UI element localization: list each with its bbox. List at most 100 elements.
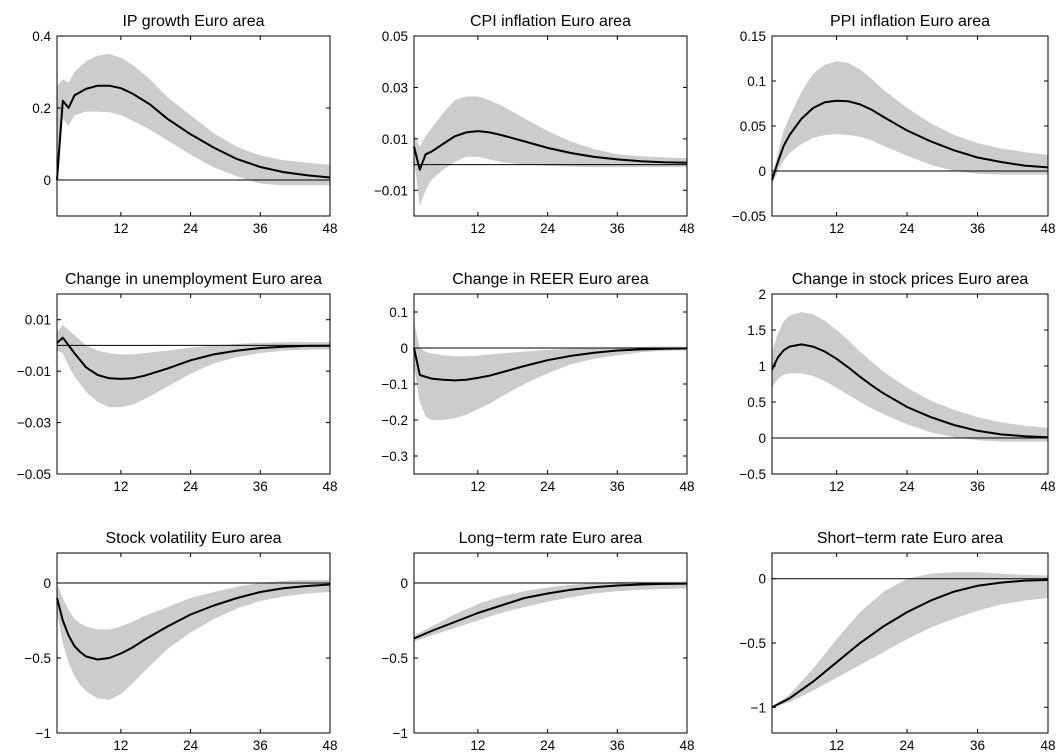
axes-frame xyxy=(771,293,1049,475)
y-tick-label: 0 xyxy=(43,576,51,591)
y-tick-label: 0.2 xyxy=(32,101,51,116)
y-tick-label: −0.01 xyxy=(17,364,51,379)
x-tick-label: 12 xyxy=(113,221,128,236)
y-tick-label: −1 xyxy=(751,700,766,715)
axes-frame xyxy=(56,552,331,734)
median-response-line xyxy=(771,99,1049,181)
x-tick-label: 36 xyxy=(970,738,985,753)
x-tick-label: 12 xyxy=(470,221,485,236)
y-tick-label: 0.1 xyxy=(389,305,408,320)
y-tick-label: −0.5 xyxy=(739,467,766,482)
panel-title: CPI inflation Euro area xyxy=(470,13,631,30)
panel-title: Change in stock prices Euro area xyxy=(792,271,1029,288)
y-tick-label: −0.03 xyxy=(17,416,51,431)
axes-frame xyxy=(56,293,331,475)
y-tick-label: 0.01 xyxy=(25,313,51,328)
panel-title: Change in REER Euro area xyxy=(452,271,649,288)
y-tick-label: 0 xyxy=(43,173,51,188)
x-tick-label: 48 xyxy=(679,221,694,236)
median-response-line xyxy=(56,583,331,661)
x-tick-label: 36 xyxy=(253,479,268,494)
y-tick-label: −0.05 xyxy=(732,209,766,224)
median-response-line xyxy=(413,582,688,640)
y-tick-label: −0.5 xyxy=(739,636,766,651)
x-tick-label: 48 xyxy=(679,738,694,753)
y-tick-label: 0.15 xyxy=(740,29,766,44)
median-response-line xyxy=(771,579,1049,709)
axes-frame xyxy=(413,552,688,734)
x-tick-label: 36 xyxy=(610,479,625,494)
panel-6: 12 24 36 48 −0.5 0 0.5 1 1.5 2 Change in stock pri… xyxy=(739,271,1055,494)
y-tick-label: 0 xyxy=(400,341,408,356)
x-tick-label: 48 xyxy=(679,479,694,494)
panel-1: 12 24 36 48 0 0.2 0.4 IP growth Euro area xyxy=(32,13,337,236)
x-tick-label: 12 xyxy=(470,738,485,753)
y-tick-label: 0 xyxy=(758,572,766,587)
x-tick-label: 24 xyxy=(900,221,916,236)
panel-title: Change in unemployment Euro area xyxy=(65,271,322,288)
panel-5: 12 24 36 48 −0.3 −0.2 −0.1 0 0.1 Change in REER E… xyxy=(381,271,694,494)
x-tick-label: 24 xyxy=(183,221,199,236)
confidence-band xyxy=(414,581,687,642)
panel-7: 12 24 36 48 −1 −0.5 0 Stock volatility Euro are… xyxy=(24,530,337,753)
axes-frame xyxy=(413,35,688,217)
x-tick-label: 36 xyxy=(253,738,268,753)
median-response-line xyxy=(413,347,688,382)
x-tick-label: 24 xyxy=(900,738,916,753)
x-tick-label: 24 xyxy=(540,479,556,494)
y-tick-label: −1 xyxy=(393,726,408,741)
axes-frame xyxy=(56,35,331,217)
y-tick-label: −1 xyxy=(36,726,51,741)
x-tick-label: 36 xyxy=(253,221,268,236)
panel-title: Short−term rate Euro area xyxy=(817,530,1003,547)
confidence-band xyxy=(772,312,1048,442)
y-tick-label: −0.1 xyxy=(381,377,408,392)
y-tick-label: 0.03 xyxy=(382,80,408,95)
confidence-band xyxy=(57,324,330,408)
x-tick-label: 24 xyxy=(540,221,556,236)
y-tick-label: −0.2 xyxy=(381,413,408,428)
y-tick-label: 0 xyxy=(400,576,408,591)
y-tick-label: 0 xyxy=(758,164,766,179)
y-tick-label: 0.1 xyxy=(747,74,766,89)
panel-title: PPI inflation Euro area xyxy=(830,13,990,30)
x-tick-label: 12 xyxy=(829,738,844,753)
x-tick-label: 36 xyxy=(610,738,625,753)
panel-4: 12 24 36 48 −0.05 −0.03 −0.01 0.01 Change in une… xyxy=(17,271,338,494)
confidence-band xyxy=(414,96,687,206)
y-tick-label: −0.3 xyxy=(381,449,408,464)
x-tick-label: 24 xyxy=(540,738,556,753)
median-response-line xyxy=(56,336,331,380)
x-tick-label: 36 xyxy=(610,221,625,236)
y-tick-label: −0.5 xyxy=(24,651,51,666)
y-tick-label: 0 xyxy=(758,431,766,446)
y-tick-label: −0.5 xyxy=(381,651,408,666)
x-tick-label: 12 xyxy=(829,221,844,236)
panel-3: 12 24 36 48 −0.05 0 0.05 0.1 0.15 PPI inflation E… xyxy=(732,13,1056,236)
x-tick-label: 48 xyxy=(1040,479,1055,494)
y-tick-label: 2 xyxy=(758,287,766,302)
panel-title: Stock volatility Euro area xyxy=(105,530,281,547)
median-response-line xyxy=(771,343,1049,439)
y-tick-label: −0.01 xyxy=(374,183,408,198)
x-tick-label: 36 xyxy=(970,479,985,494)
y-tick-label: 0.4 xyxy=(32,29,51,44)
panel-2: 12 24 36 48 −0.01 0.01 0.03 0.05 CPI inflation E… xyxy=(374,13,695,236)
panel-9: 12 24 36 48 −1 −0.5 0 Short−term rate Euro area xyxy=(739,530,1055,753)
x-tick-label: 24 xyxy=(183,479,199,494)
y-tick-label: 0.5 xyxy=(747,395,766,410)
y-tick-label: 1 xyxy=(758,359,766,374)
x-tick-label: 36 xyxy=(970,221,985,236)
panel-8: 12 24 36 48 −1 −0.5 0 Long−term rate Euro area xyxy=(381,530,694,753)
x-tick-label: 12 xyxy=(829,479,844,494)
x-tick-label: 48 xyxy=(322,738,337,753)
confidence-band xyxy=(57,580,330,700)
y-tick-label: 0.05 xyxy=(382,29,408,44)
x-tick-label: 24 xyxy=(183,738,199,753)
x-tick-label: 12 xyxy=(470,479,485,494)
x-tick-label: 48 xyxy=(1040,221,1055,236)
x-tick-label: 24 xyxy=(900,479,916,494)
median-response-line xyxy=(413,130,688,171)
x-tick-label: 48 xyxy=(1040,738,1055,753)
